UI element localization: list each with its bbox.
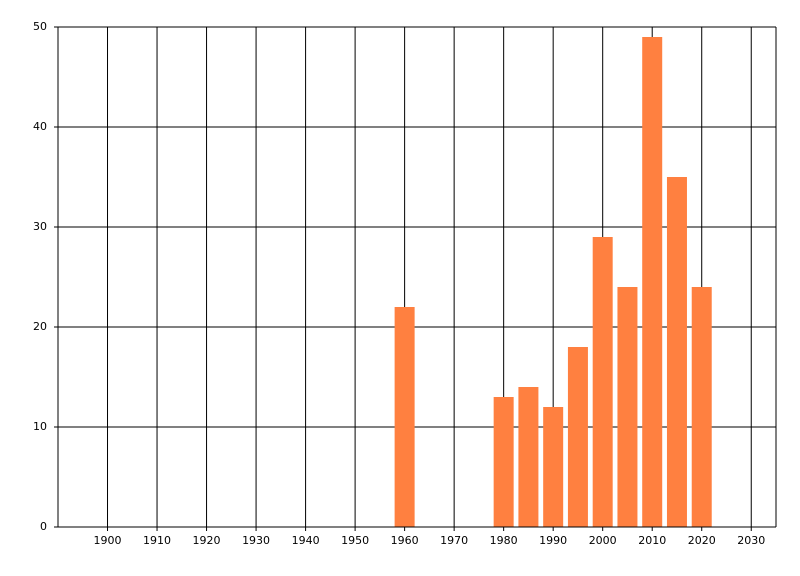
bar — [642, 37, 663, 527]
y-tick-label: 40 — [33, 120, 47, 133]
bar — [518, 387, 539, 527]
x-tick-label: 2020 — [688, 534, 716, 547]
x-tick-label: 1950 — [341, 534, 369, 547]
bar — [691, 287, 712, 527]
bar — [394, 307, 415, 527]
x-tick-label: 1960 — [391, 534, 419, 547]
x-tick-label: 1900 — [94, 534, 122, 547]
x-tick-label: 1990 — [539, 534, 567, 547]
bar — [592, 237, 613, 527]
bar — [666, 177, 687, 527]
x-tick-label: 2010 — [638, 534, 666, 547]
y-tick-label: 50 — [33, 20, 47, 33]
y-tick-label: 10 — [33, 420, 47, 433]
x-tick-label: 1970 — [440, 534, 468, 547]
x-tick-label: 1910 — [143, 534, 171, 547]
x-tick-label: 1920 — [193, 534, 221, 547]
y-tick-label: 20 — [33, 320, 47, 333]
bar — [567, 347, 588, 527]
x-tick-label: 2030 — [737, 534, 765, 547]
x-tick-label: 2000 — [589, 534, 617, 547]
y-tick-label: 30 — [33, 220, 47, 233]
x-tick-label: 1940 — [292, 534, 320, 547]
bar — [493, 397, 514, 527]
x-tick-label: 1980 — [490, 534, 518, 547]
bar — [543, 407, 564, 527]
y-tick-label: 0 — [40, 520, 47, 533]
bar — [617, 287, 638, 527]
x-tick-label: 1930 — [242, 534, 270, 547]
